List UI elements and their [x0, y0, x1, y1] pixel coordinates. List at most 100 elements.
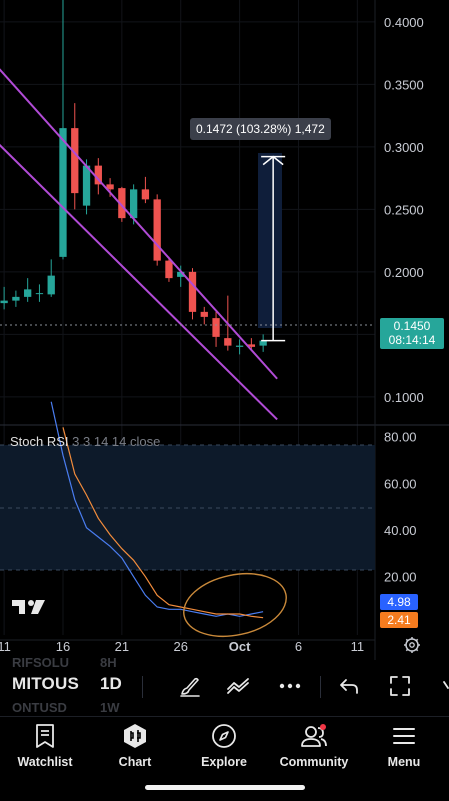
- nav-label: Menu: [387, 755, 421, 769]
- candle-body: [188, 271, 197, 312]
- draw-brush-icon[interactable]: [176, 672, 204, 700]
- nav-label: Chart: [118, 755, 152, 769]
- candle-down: [212, 311, 220, 347]
- candle-down: [188, 268, 197, 320]
- community-icon: [301, 724, 327, 747]
- stoch-d-badge: 2.41: [380, 612, 418, 628]
- nav-label: Explore: [201, 755, 247, 769]
- fullscreen-icon[interactable]: [386, 672, 414, 700]
- candle-body: [35, 293, 44, 295]
- home-indicator: [145, 785, 305, 790]
- undo-icon[interactable]: [335, 672, 363, 700]
- candle-down: [200, 306, 208, 325]
- candle-down: [153, 194, 161, 266]
- price-tick-label: 0.2500: [384, 202, 424, 217]
- more-options-icon[interactable]: [276, 672, 304, 700]
- candle-up: [12, 290, 20, 307]
- candle-down: [247, 338, 256, 350]
- candle-body: [247, 344, 256, 347]
- ghost-interval-top: 8H: [100, 655, 117, 670]
- candle-body: [259, 340, 267, 346]
- candle-body: [153, 199, 161, 261]
- price-tick-label: 0.3000: [384, 140, 424, 155]
- candle-down: [71, 103, 79, 210]
- candle-down: [141, 176, 150, 204]
- time-tick-label: 16: [56, 639, 70, 654]
- measure-arrow-head: [262, 155, 284, 166]
- indicators-icon[interactable]: [225, 672, 253, 700]
- tradingview-logo: [12, 600, 45, 614]
- stoch-rsi-legend[interactable]: Stoch RSI 3 3 14 14 close: [10, 434, 160, 449]
- indicator-title: Stoch RSI: [10, 434, 69, 449]
- candle-body: [129, 189, 138, 219]
- chart-toolbar: RIFSOLU 8H MITOUS 1D ONTUSD 1W: [0, 655, 449, 715]
- stoch-tick-label: 20.00: [384, 570, 417, 585]
- candle-body: [118, 188, 126, 219]
- time-tick-label: 26: [173, 639, 187, 654]
- candle-body: [47, 275, 55, 295]
- nav-menu[interactable]: Menu: [359, 721, 449, 769]
- stoch-tick-label: 80.00: [384, 430, 417, 445]
- nav-chart[interactable]: Chart: [90, 721, 180, 769]
- candle-body: [177, 271, 185, 277]
- current-price-tag: 0.1450 08:14:14: [380, 318, 444, 349]
- nav-explore[interactable]: Explore: [179, 721, 269, 769]
- candle-body: [212, 318, 220, 337]
- candle-body: [71, 128, 79, 194]
- nav-label: Watchlist: [17, 755, 73, 769]
- candle-up: [259, 334, 267, 352]
- stoch-k-badge: 4.98: [380, 594, 418, 610]
- candle-body: [0, 300, 8, 304]
- chart-area[interactable]: 0.40000.35000.30000.25000.20000.15000.10…: [0, 0, 449, 660]
- stoch-tick-label: 60.00: [384, 476, 417, 491]
- symbol-selector[interactable]: MITOUS: [12, 674, 80, 693]
- candle-up: [47, 259, 55, 297]
- candle-body: [200, 311, 208, 317]
- hamburger-menu-icon: [393, 728, 415, 744]
- candle-up: [35, 284, 44, 302]
- candle-up: [0, 286, 8, 310]
- stoch-d-line: [62, 427, 264, 619]
- ghost-symbol-top: RIFSOLU: [12, 655, 70, 670]
- candle-body: [141, 189, 150, 200]
- current-price: 0.1450: [393, 319, 431, 333]
- price-tick-label: 0.3500: [384, 77, 424, 92]
- candle-body: [82, 165, 91, 206]
- watchlist-icon: [36, 724, 54, 748]
- nav-community[interactable]: Community: [269, 721, 359, 769]
- candle-body: [106, 184, 114, 190]
- toolbar-divider: [320, 676, 321, 698]
- candle-up: [59, 0, 67, 260]
- candle-down: [165, 256, 173, 282]
- time-tick-label: 11: [351, 639, 365, 654]
- candle-body: [94, 165, 102, 185]
- price-tick-label: 0.2000: [384, 265, 424, 280]
- price-tick-label: 0.4000: [384, 15, 424, 30]
- candle-up: [82, 159, 91, 215]
- candle-up: [24, 278, 32, 302]
- indicator-params: 3 3 14 14 close: [72, 434, 161, 449]
- stoch-tick-label: 40.00: [384, 523, 417, 538]
- time-tick-label: 11: [0, 639, 11, 654]
- compass-icon: [212, 724, 236, 748]
- candle-body: [165, 260, 173, 279]
- countdown: 08:14:14: [388, 333, 436, 347]
- channel-upper-line: [0, 68, 278, 380]
- ghost-interval-bottom: 1W: [100, 700, 120, 715]
- candle-body: [59, 128, 67, 257]
- candle-down: [94, 158, 102, 195]
- interval-selector[interactable]: 1D: [100, 674, 122, 693]
- chart-icon: [124, 724, 146, 748]
- nav-label: Community: [279, 755, 349, 769]
- settings-gear-icon[interactable]: [404, 637, 420, 653]
- annotation-circle: [183, 573, 287, 637]
- candle-up: [235, 339, 244, 355]
- time-tick-label: 21: [115, 639, 129, 654]
- channel-lower-line: [0, 143, 278, 421]
- candle-body: [24, 289, 32, 297]
- toolbar-divider: [142, 676, 143, 698]
- ghost-symbol-bottom: ONTUSD: [12, 700, 67, 715]
- measure-label: 0.1472 (103.28%) 1,472: [190, 118, 331, 140]
- overflow-icon[interactable]: [436, 672, 449, 700]
- nav-watchlist[interactable]: Watchlist: [0, 721, 90, 769]
